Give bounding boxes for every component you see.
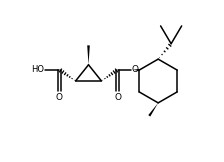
- Polygon shape: [133, 69, 139, 71]
- Text: O: O: [114, 93, 121, 102]
- Text: O: O: [131, 65, 138, 74]
- Text: HO: HO: [31, 65, 44, 74]
- Polygon shape: [87, 45, 90, 65]
- Polygon shape: [148, 103, 158, 116]
- Text: O: O: [56, 93, 63, 102]
